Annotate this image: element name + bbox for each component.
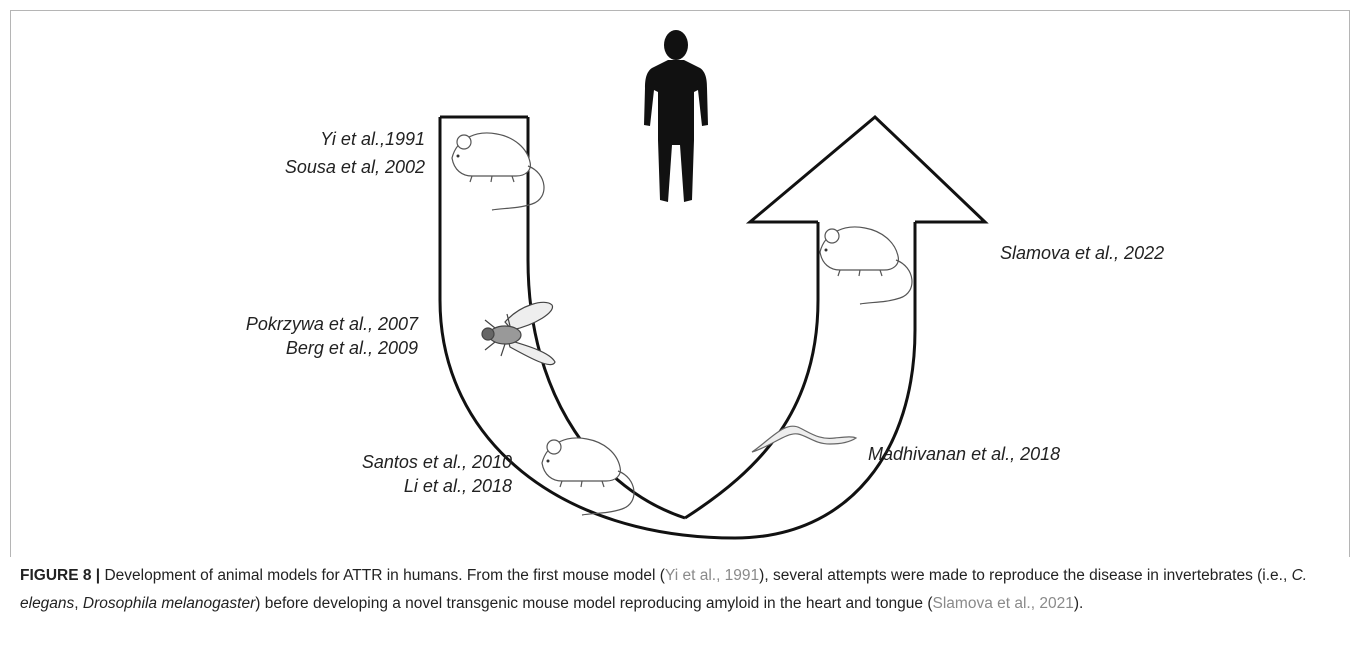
caption-text: Development of animal models for ATTR in… (100, 567, 665, 584)
mouse-icon (541, 437, 635, 516)
caption-text: ), several attempts were made to reprodu… (759, 567, 1292, 584)
caption-text: ). (1073, 595, 1084, 612)
citation-link[interactable]: Yi et al., 1991 (664, 567, 760, 584)
citation-label: Santos et al., 2010 (362, 452, 512, 472)
citation-link[interactable]: Slamova et al., 2021 (932, 595, 1074, 612)
species-name: Drosophila melanogaster (82, 595, 256, 612)
mouse-icon (451, 132, 545, 211)
caption-text: , (74, 595, 83, 612)
figure-label: FIGURE 8 | (20, 567, 101, 584)
human-silhouette (644, 30, 708, 202)
citation-label: Li et al., 2018 (404, 476, 512, 496)
worm-icon (751, 425, 858, 453)
caption: FIGURE 8 | Development of animal models … (20, 562, 1320, 618)
citation-label: Berg et al., 2009 (286, 338, 418, 358)
u-arrow (438, 114, 989, 540)
citation-label: Madhivanan et al., 2018 (868, 444, 1060, 464)
citation-label: Pokrzywa et al., 2007 (246, 314, 419, 334)
caption-text: ) before developing a novel transgenic m… (255, 595, 933, 612)
mouse-icon (819, 226, 913, 305)
citation-label: Sousa et al, 2002 (285, 157, 425, 177)
diagram: Yi et al.,1991 Sousa et al, 2002 Pokrzyw… (246, 30, 1164, 540)
figure-frame (10, 10, 1350, 557)
citation-label: Yi et al.,1991 (320, 129, 425, 149)
fly-icon (481, 301, 556, 366)
citation-label: Slamova et al., 2022 (1000, 243, 1164, 263)
species-name: C. elegans (20, 567, 1308, 612)
